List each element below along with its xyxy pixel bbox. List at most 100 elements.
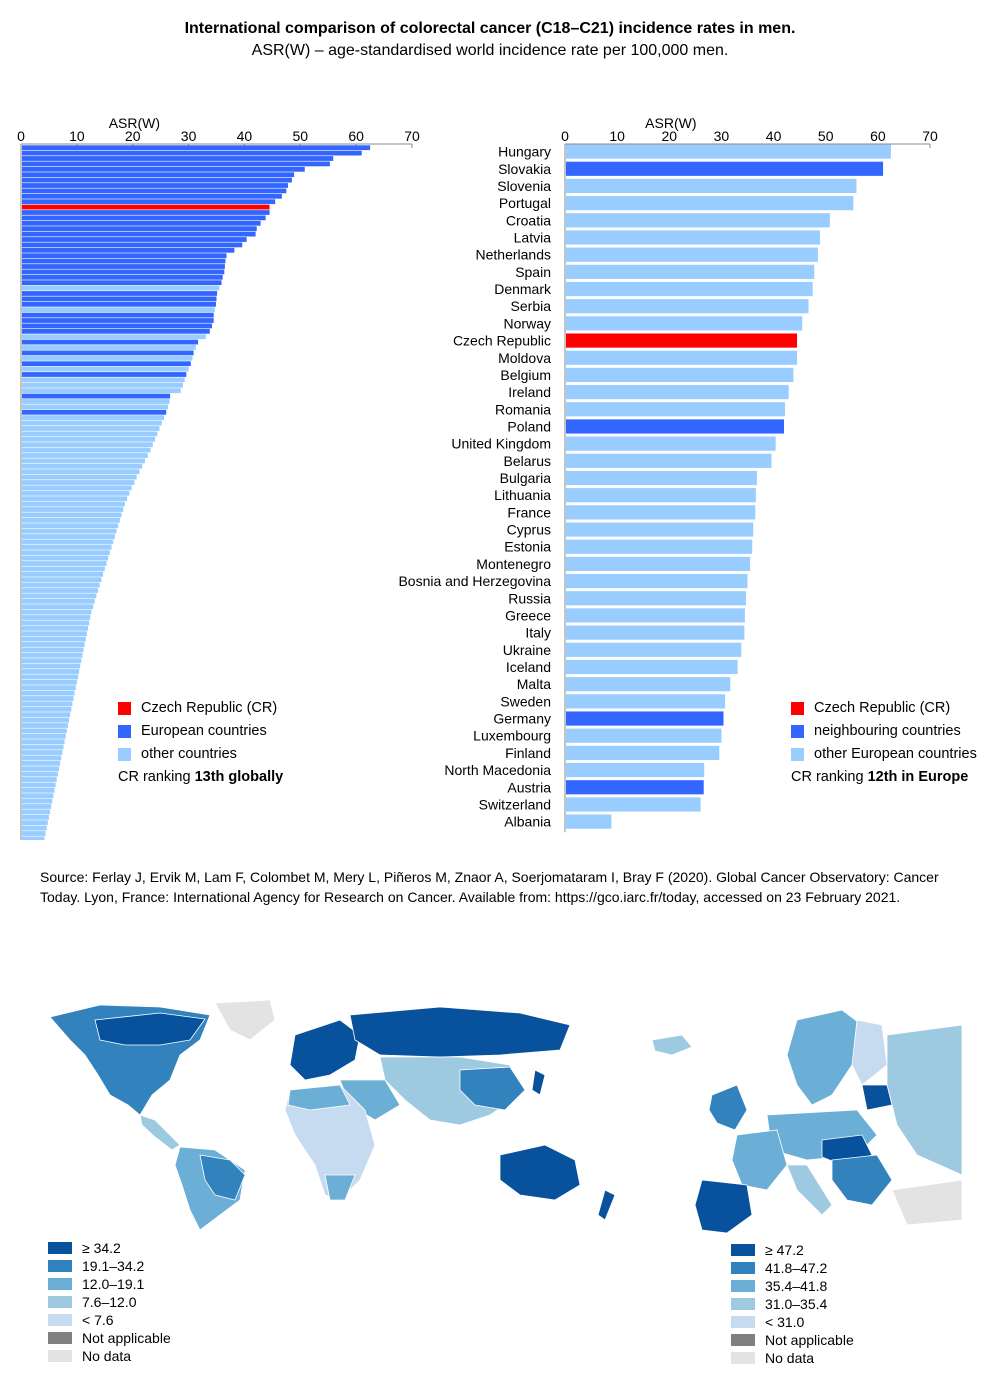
bar <box>22 733 66 739</box>
bar <box>22 469 140 475</box>
bar <box>566 745 720 760</box>
bar <box>22 431 158 437</box>
bar <box>22 561 107 566</box>
legend-item: No data <box>731 1349 854 1367</box>
bar <box>22 480 135 485</box>
bar <box>22 377 185 383</box>
bar <box>566 385 789 400</box>
bar <box>22 571 104 577</box>
bar <box>22 550 110 556</box>
bar <box>22 415 164 421</box>
bar <box>22 285 220 291</box>
bar <box>22 361 191 367</box>
bar <box>22 512 122 518</box>
legend-swatch-cr <box>118 702 131 715</box>
bar <box>22 350 194 356</box>
bar <box>22 485 132 491</box>
bar <box>22 782 56 788</box>
bar <box>22 199 276 205</box>
bar <box>22 247 235 253</box>
bar <box>22 150 362 156</box>
bar <box>22 652 83 658</box>
bar <box>22 188 287 194</box>
bar <box>22 210 270 215</box>
bar <box>566 213 830 228</box>
legend-item: Not applicable <box>731 1331 854 1349</box>
bar <box>22 804 52 809</box>
legend-item: 35.4–41.8 <box>731 1277 854 1295</box>
map-region-iceland <box>651 1034 693 1056</box>
bar <box>22 339 199 345</box>
bar <box>22 636 86 642</box>
map-region-china <box>459 1066 526 1111</box>
bar <box>22 836 45 840</box>
global-chart-legend: Czech Republic (CR) European countries o… <box>118 697 283 789</box>
bar <box>566 264 815 279</box>
bar <box>566 574 748 589</box>
bar <box>566 728 722 743</box>
category-label: Luxembourg <box>473 728 551 744</box>
bar <box>22 409 167 415</box>
bar <box>22 177 292 183</box>
bar <box>566 453 772 468</box>
bar <box>22 215 266 221</box>
legend-item: ≥ 34.2 <box>48 1239 171 1257</box>
category-label: Serbia <box>511 298 552 314</box>
legend-swatch-europe <box>118 725 131 738</box>
bar <box>22 658 82 664</box>
bar <box>22 496 128 502</box>
category-label: Denmark <box>494 281 552 297</box>
category-label: Lithuania <box>494 487 551 503</box>
bar <box>22 231 256 237</box>
bar <box>22 345 196 350</box>
legend-item: < 31.0 <box>731 1313 854 1331</box>
bar <box>566 642 742 657</box>
bar <box>22 264 225 269</box>
bar <box>22 318 214 323</box>
legend-swatch <box>731 1244 755 1256</box>
bar <box>22 566 105 572</box>
map-region-france <box>731 1129 788 1191</box>
map-region-finland <box>851 1019 888 1086</box>
bar <box>22 555 109 561</box>
legend-item: 12.0–19.1 <box>48 1275 171 1293</box>
bar <box>566 539 753 554</box>
bar <box>566 367 794 383</box>
bar <box>566 299 809 314</box>
bar <box>22 458 146 464</box>
bar <box>22 712 71 718</box>
bar <box>22 787 55 793</box>
bar <box>22 750 63 755</box>
bar <box>22 609 92 615</box>
category-label: Estonia <box>504 539 551 555</box>
bar <box>22 258 226 264</box>
bar <box>22 501 125 507</box>
map-region-brazil <box>199 1154 246 1201</box>
map-region-russia <box>349 1006 571 1058</box>
bar <box>566 505 756 520</box>
legend-swatch <box>48 1314 72 1326</box>
x-tick-label: 10 <box>69 128 85 144</box>
bar <box>22 307 215 313</box>
europe-ranking-chart: ASR(W) 0 10 20 30 40 50 60 70 HungarySlovakiaSlov… <box>398 115 938 833</box>
bar <box>22 328 210 334</box>
bar <box>22 404 168 410</box>
bar <box>22 296 217 302</box>
bar <box>22 814 49 820</box>
x-tick-label: 10 <box>609 128 625 144</box>
bar <box>22 388 181 394</box>
bar <box>22 588 99 593</box>
bar <box>566 333 798 348</box>
bar <box>566 694 726 709</box>
bar <box>22 544 112 550</box>
bar <box>22 631 87 637</box>
bar <box>566 161 884 176</box>
bar <box>566 556 751 571</box>
category-label: Greece <box>505 607 551 623</box>
category-label: Montenegro <box>476 556 551 572</box>
bar <box>22 679 77 685</box>
legend-swatch <box>731 1334 755 1346</box>
bar <box>22 372 187 377</box>
bar <box>22 625 89 631</box>
bar <box>566 402 786 417</box>
